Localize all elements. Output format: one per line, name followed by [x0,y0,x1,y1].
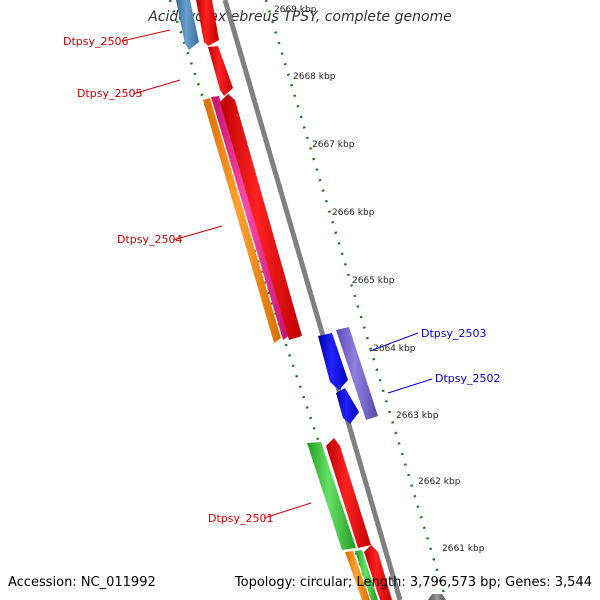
gene-label-2502[interactable]: Dtpsy_2502 [435,372,501,385]
genome-summary-text: Topology: circular; Length: 3,796,573 bp… [234,575,592,590]
tick-label-2668: 2668 kbp [293,72,336,82]
leader-2505 [132,79,181,95]
feature-green-bottom[interactable] [355,550,378,600]
tick-label-2667: 2667 kbp [312,140,355,150]
feature-pink-2504[interactable] [211,96,290,340]
accession-text: Accession: NC_011992 [8,575,156,590]
genome-backbone [222,0,403,600]
feature-gray-bottom[interactable] [428,594,446,600]
gene-label-2506[interactable]: Dtpsy_2506 [63,35,129,48]
feature-red-2506[interactable] [196,0,219,46]
feature-red-bottom[interactable] [364,545,392,600]
tick-label-2662: 2662 kbp [418,477,461,487]
tick-label-2665: 2665 kbp [352,276,395,286]
feature-orange-2504[interactable] [203,98,281,343]
tick-label-2663: 2663 kbp [396,411,439,421]
feature-orange-bottom[interactable] [345,551,370,600]
tick-label-2666: 2666 kbp [332,208,375,218]
tick-label-2661: 2661 kbp [442,544,485,554]
ruler-tick-labels: 2669 kbp 2668 kbp 2667 kbp 2666 kbp 2665… [274,5,485,554]
gene-label-2505[interactable]: Dtpsy_2505 [77,87,143,100]
feature-red-2501[interactable] [326,438,371,548]
tick-label-2669: 2669 kbp [274,5,317,15]
leader-2501 [263,502,312,519]
map-title: Acidovorax ebreus TPSY, complete genome [148,9,452,25]
gene-label-2504[interactable]: Dtpsy_2504 [117,233,183,246]
feature-steel-2506[interactable] [176,0,199,50]
gene-label-2501[interactable]: Dtpsy_2501 [208,512,274,525]
feature-blue-2502[interactable] [336,388,359,424]
gene-label-2503[interactable]: Dtpsy_2503 [421,327,487,340]
feature-blue-2503[interactable] [318,333,348,390]
leader-2506 [121,29,171,42]
feature-red-2505[interactable] [208,46,233,96]
feature-red-2504[interactable] [220,94,302,340]
leader-2504 [172,225,223,241]
leader-2503 [369,332,419,352]
feature-green-2501[interactable] [307,442,356,550]
feature-purple-2502-2503[interactable] [336,327,378,420]
tick-label-2664: 2664 kbp [373,344,416,354]
leader-2502 [387,378,433,394]
